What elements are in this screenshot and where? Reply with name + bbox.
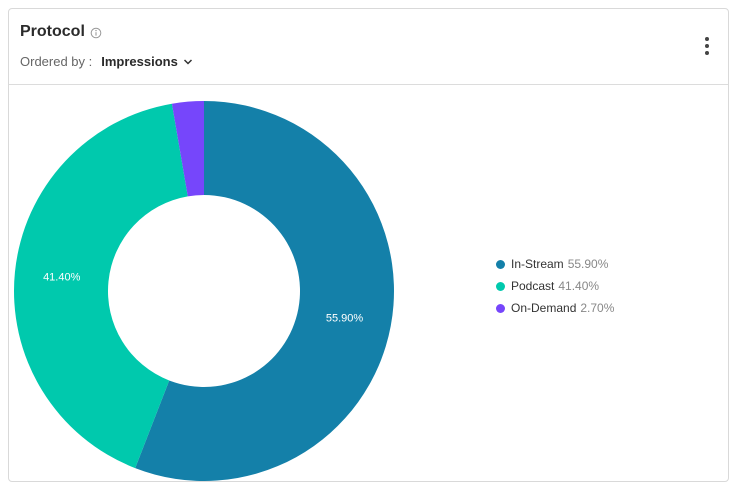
slice-label: 55.90% — [326, 312, 364, 324]
legend-swatch — [496, 281, 505, 291]
legend-swatch — [496, 303, 505, 313]
chart-legend: In-Stream 55.90% Podcast 41.40% On-Demand 2.7… — [496, 253, 614, 319]
ordered-by-dropdown[interactable]: Impressions — [101, 54, 193, 69]
legend-percent: 2.70% — [580, 301, 615, 315]
ordered-by-row: Ordered by : Impressions — [20, 54, 193, 69]
card-header: Protocol Ordered by : Impressions — [9, 9, 728, 85]
info-icon[interactable] — [90, 26, 102, 39]
slice-on-demand[interactable] — [171, 101, 204, 197]
donut-chart: 55.90% 41.40% — [14, 101, 394, 481]
slice-in-stream[interactable] — [135, 101, 394, 481]
ordered-by-value: Impressions — [101, 54, 178, 69]
legend-name: In-Stream — [511, 257, 564, 271]
slice-podcast[interactable] — [14, 103, 188, 469]
legend-item[interactable]: Podcast 41.40% — [496, 275, 614, 297]
legend-name: Podcast — [511, 279, 555, 293]
legend-percent: 55.90% — [567, 257, 609, 271]
ordered-by-label: Ordered by : — [20, 54, 93, 69]
legend-name: On-Demand — [511, 301, 577, 315]
card-title: Protocol — [20, 23, 85, 40]
more-vertical-icon[interactable] — [700, 35, 714, 57]
legend-item[interactable]: In-Stream 55.90% — [496, 253, 614, 275]
legend-item[interactable]: On-Demand 2.70% — [496, 297, 614, 319]
chevron-down-icon — [183, 58, 192, 65]
legend-swatch — [496, 259, 505, 269]
protocol-card: Protocol Ordered by : Impressions — [8, 8, 729, 482]
slice-label: 41.40% — [43, 272, 81, 284]
legend-percent: 41.40% — [558, 279, 600, 293]
title-row: Protocol — [20, 23, 102, 41]
